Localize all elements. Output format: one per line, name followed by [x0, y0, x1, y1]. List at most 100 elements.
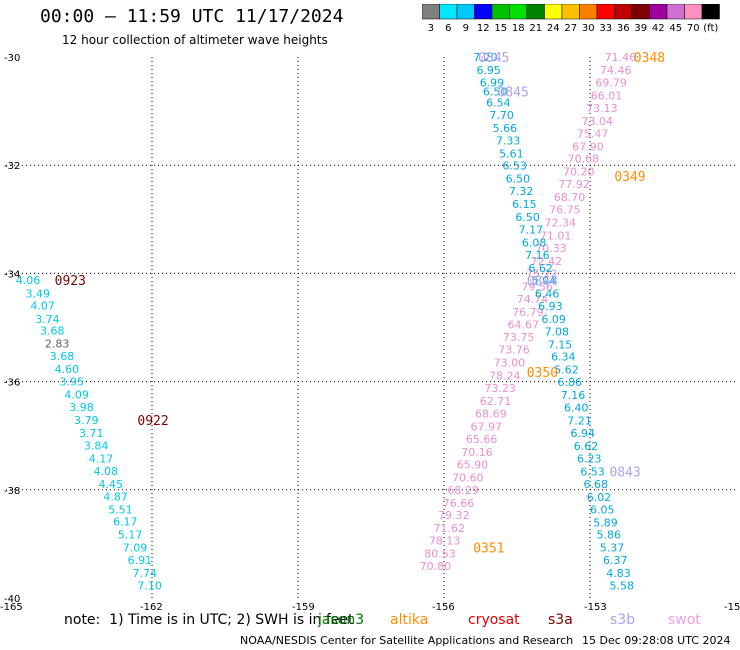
x-tick-label: -156 — [432, 602, 455, 610]
swh-value: 5.51 — [108, 503, 133, 516]
page-subtitle: 12 hour collection of altimeter wave hei… — [62, 33, 328, 47]
swh-value: 70.68 — [568, 153, 600, 166]
swh-value: 6.62 — [528, 262, 553, 275]
swh-value: 7.10 — [137, 580, 162, 593]
swh-value: 4.45 — [98, 478, 123, 491]
swh-value: 65.66 — [466, 433, 498, 446]
swh-value: 73.13 — [586, 102, 618, 115]
swh-value: 70.60 — [452, 471, 484, 484]
swh-value: 75.22 — [526, 267, 558, 280]
swh-value: 3.68 — [50, 350, 75, 363]
generated-timestamp: 15 Dec 09:28:08 UTC 2024 — [582, 634, 731, 647]
y-tick-label: -34 — [4, 269, 20, 280]
swh-value: 3.68 — [40, 325, 65, 338]
x-tick-label: -153 — [584, 602, 607, 610]
swh-value: 5.37 — [600, 542, 625, 555]
swh-value: 6.53 — [580, 465, 605, 478]
swh-value: 76.75 — [549, 204, 581, 217]
swh-value: 74.46 — [600, 64, 632, 77]
wave-height-map: -30 -32 -34 -36 -38 -40-165 -162 -159 -156 -153 -1… — [0, 51, 740, 610]
pass-time-label: 0845 — [478, 51, 509, 66]
swh-value: 3.84 — [84, 439, 109, 452]
y-tick-label: -40 — [4, 594, 20, 605]
color-scale-label: 42 — [652, 23, 665, 34]
pass-time-label: 0349 — [614, 170, 645, 185]
swh-value: 4.08 — [94, 465, 119, 478]
swh-value: 6.91 — [128, 554, 152, 567]
swh-value: 4.60 — [55, 363, 80, 376]
swh-value: 6.68 — [584, 478, 609, 491]
legend-item-jason3: jason3 — [318, 612, 365, 628]
swh-value: 73.04 — [581, 115, 613, 128]
swh-value: 73.76 — [498, 344, 529, 357]
swh-value: 78.13 — [429, 535, 461, 548]
color-scale-label: (ft) — [703, 23, 718, 34]
color-scale-label: 39 — [634, 23, 647, 34]
swh-value: 7.16 — [561, 389, 586, 402]
pass-time-label: 0351 — [473, 542, 504, 557]
color-scale-label: 70 — [687, 23, 700, 34]
swh-value: 6.34 — [551, 351, 576, 364]
swh-value: 4.07 — [30, 299, 55, 312]
swh-value: 6.99 — [480, 76, 505, 89]
swh-value: 74.74 — [517, 293, 549, 306]
swh-value: 3.49 — [25, 287, 50, 300]
legend-item-altika: altika — [390, 612, 429, 628]
footer-note: note: 1) Time is in UTC; 2) SWH is in fe… — [64, 612, 354, 628]
pass-time-label: 0844 — [527, 274, 558, 289]
color-scale-label: 27 — [564, 23, 577, 34]
swh-value: 71.01 — [540, 230, 572, 243]
swh-value: 6.86 — [558, 376, 583, 389]
swh-value: 6.50 — [483, 86, 508, 99]
y-tick-label: -38 — [4, 486, 20, 497]
pass-time-label: 0350 — [527, 366, 558, 381]
swh-value: 71.62 — [434, 522, 466, 535]
swh-value: 5.66 — [493, 122, 517, 135]
swh-value: 71.46 — [605, 51, 637, 64]
swh-value: 6.46 — [535, 287, 560, 300]
swh-value: 73.00 — [494, 357, 526, 370]
page-title: 00:00 — 11:59 UTC 11/17/2024 — [40, 6, 344, 27]
swh-value: 73.23 — [484, 382, 515, 395]
swh-value: 5.58 — [609, 580, 634, 593]
swh-value: 75.47 — [577, 127, 609, 140]
color-scale-label: 21 — [529, 23, 542, 34]
color-scale-label: 36 — [617, 23, 630, 34]
credit-text: NOAA/NESDIS Center for Satellite Applica… — [240, 634, 574, 647]
color-scale-label: 6 — [445, 23, 451, 34]
pass-time-label: 0922 — [137, 414, 168, 429]
swh-value: 70.16 — [461, 446, 493, 459]
color-scale-label: 45 — [669, 23, 682, 34]
legend-item-swot: swot — [668, 612, 701, 628]
swh-value: 7.17 — [519, 224, 544, 237]
swh-value: 65.90 — [457, 458, 489, 471]
swh-value: 3.98 — [69, 401, 94, 414]
swh-value: 4.17 — [89, 452, 114, 465]
swh-value: 62.71 — [480, 395, 512, 408]
swh-value: 6.54 — [486, 96, 511, 109]
swh-value: 7.32 — [509, 185, 534, 198]
swh-value: 6.62 — [574, 440, 599, 453]
pass-time-label: 0843 — [609, 465, 640, 480]
swh-value: 76.79 — [512, 306, 544, 319]
swh-value: 6.95 — [476, 64, 501, 77]
swh-value: 6.93 — [538, 300, 563, 313]
swh-value: 6.40 — [564, 402, 589, 415]
swh-value: 66.01 — [591, 89, 623, 102]
swh-value: 7.20 — [473, 51, 498, 64]
swh-value: 67.90 — [572, 140, 604, 153]
swh-value: 3.74 — [35, 313, 60, 326]
legend-item-cryosat: cryosat — [468, 612, 520, 628]
swh-value: 3.95 — [60, 376, 85, 389]
swh-value: 4.87 — [103, 490, 128, 503]
color-scale-label: 12 — [477, 23, 490, 34]
swh-value: 73.75 — [503, 331, 535, 344]
color-scale-bar: 3 6 9 12 15 18 21 24 27 30 33 36 39 42 45 70 (ft) — [422, 4, 720, 34]
swh-value: 2.83 — [45, 338, 70, 351]
swh-value: 69.79 — [595, 76, 627, 89]
swh-value: 70.80 — [420, 560, 452, 573]
swh-value: 7.15 — [548, 338, 573, 351]
color-scale-label: 33 — [599, 23, 612, 34]
swh-value: 4.09 — [64, 389, 89, 402]
swh-value: 6.09 — [541, 313, 566, 326]
